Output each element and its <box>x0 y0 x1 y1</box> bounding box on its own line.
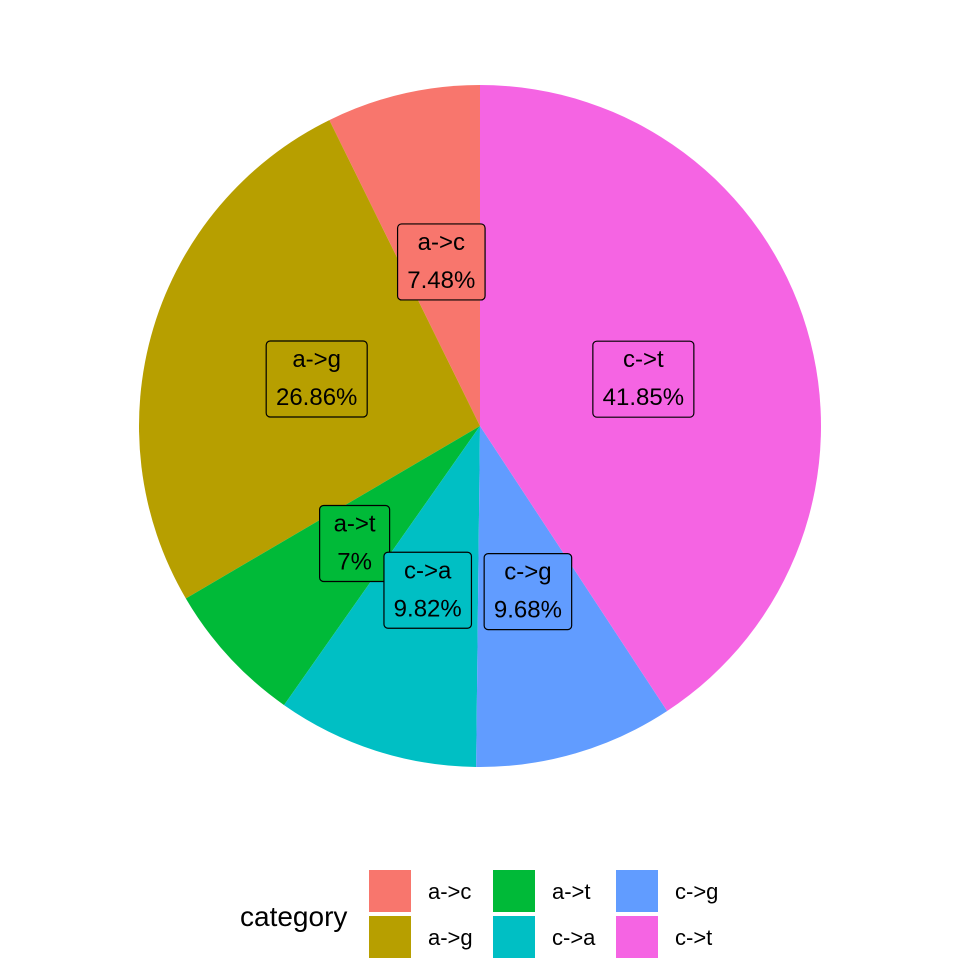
slice-label-percent: 7.48% <box>407 267 475 294</box>
legend-key-c-a <box>493 916 535 958</box>
legend-label-a-g: a->g <box>428 925 473 950</box>
legend-label-c-g: c->g <box>675 879 718 904</box>
legend-items: a->c a->g a->t c->a c->g c->t <box>369 870 718 958</box>
legend-key-a-t <box>493 870 535 912</box>
slice-label-box <box>483 553 573 631</box>
legend: category a->c a->g a->t c->a c->g c->t <box>240 870 718 958</box>
slice-label-category: c->a <box>404 557 452 584</box>
slice-label-category: c->g <box>504 559 551 586</box>
slice-label-percent: 26.86% <box>276 384 357 411</box>
slice-label-percent: 9.68% <box>494 597 562 624</box>
legend-title: category <box>240 901 347 932</box>
pie-slice-c-a <box>284 426 480 767</box>
slice-label-box <box>396 223 486 301</box>
legend-key-a-g <box>369 916 411 958</box>
legend-key-c-t <box>616 916 658 958</box>
slice-label-box <box>383 551 473 629</box>
legend-label-c-t: c->t <box>675 925 712 950</box>
legend-label-a-t: a->t <box>552 879 591 904</box>
pie-labels: a->c 7.48% a->g 26.86% a->t 7% c->a 9.82% c->g 9.… <box>265 223 695 631</box>
legend-label-c-a: c->a <box>552 925 596 950</box>
legend-key-c-g <box>616 870 658 912</box>
slice-label-category: a->t <box>334 511 376 538</box>
slice-label-percent: 7% <box>337 549 372 576</box>
pie-slices <box>138 85 821 767</box>
slice-label-a-c: a->c 7.48% <box>396 223 486 301</box>
slice-label-c-g: c->g 9.68% <box>483 553 573 631</box>
slice-label-c-t: c->t 41.85% <box>592 340 695 418</box>
slice-label-box <box>592 340 695 418</box>
slice-label-category: c->t <box>623 346 664 373</box>
legend-key-a-c <box>369 870 411 912</box>
slice-label-category: a->c <box>418 229 465 256</box>
slice-label-category: a->g <box>292 346 341 373</box>
slice-label-a-g: a->g 26.86% <box>265 340 368 418</box>
legend-label-a-c: a->c <box>428 879 471 904</box>
slice-label-percent: 9.82% <box>394 595 462 622</box>
slice-label-c-a: c->a 9.82% <box>383 551 473 629</box>
slice-label-a-t: a->t 7% <box>319 504 391 583</box>
slice-label-box <box>319 504 391 583</box>
slice-label-percent: 41.85% <box>603 384 684 411</box>
slice-label-box <box>265 340 368 418</box>
